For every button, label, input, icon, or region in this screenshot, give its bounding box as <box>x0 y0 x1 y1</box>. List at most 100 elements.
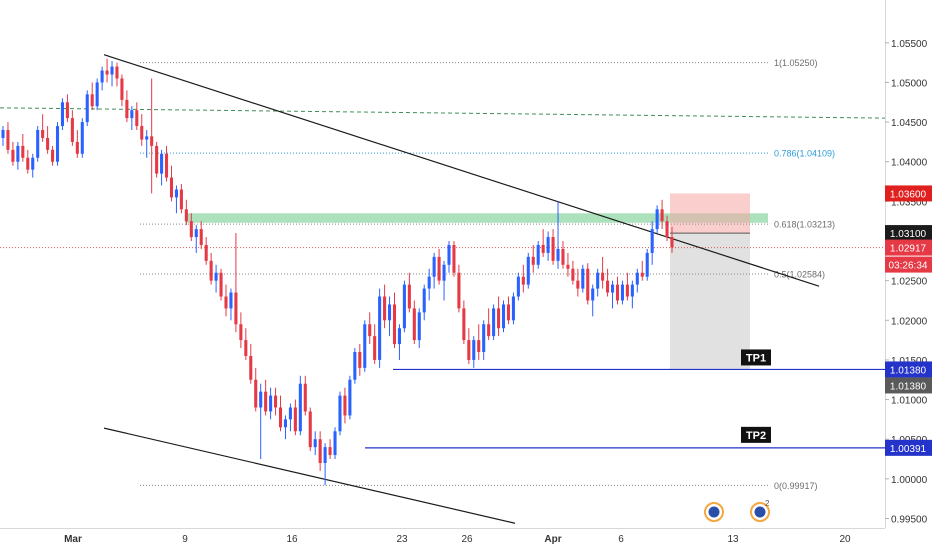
candle-body <box>447 244 451 265</box>
candle <box>511 292 515 325</box>
candle <box>298 375 302 436</box>
candle-body <box>511 296 515 321</box>
candle-body <box>363 324 367 368</box>
candle <box>373 324 377 364</box>
candle <box>75 130 79 158</box>
candle-body <box>328 447 332 456</box>
candle <box>492 304 496 341</box>
candle <box>392 292 397 349</box>
time-tick-label: 13 <box>727 534 739 545</box>
candle <box>323 443 327 486</box>
candle <box>581 264 585 293</box>
candle-body <box>274 395 278 408</box>
candle <box>264 379 268 416</box>
candle-body <box>501 304 506 329</box>
stop-loss-zone <box>670 193 750 234</box>
candle-body <box>541 244 545 253</box>
candle-body <box>521 276 525 285</box>
candle-body <box>630 284 634 297</box>
stop-loss-tag-text: 1.03600 <box>890 189 927 200</box>
candle-body <box>467 340 471 360</box>
events-icon-group[interactable]: 2 <box>750 499 770 522</box>
candle <box>655 205 659 234</box>
candle <box>204 237 208 265</box>
candle <box>288 403 292 432</box>
candle-body <box>269 395 273 412</box>
current-price-tag-text: 1.02917 <box>890 244 927 255</box>
candle <box>1 126 5 146</box>
candle <box>615 276 620 305</box>
candle <box>650 221 654 265</box>
price-tick-label: 1.05000 <box>891 78 928 89</box>
zones-layer <box>185 193 768 370</box>
candle <box>234 233 238 333</box>
candle-body <box>373 336 377 360</box>
candle-body <box>606 280 610 293</box>
candle <box>561 241 565 269</box>
stop-loss-tag <box>885 185 932 202</box>
price-tick-label: 0.99500 <box>891 514 928 525</box>
time-axis[interactable]: Mar 9 16 23 26 Apr 6 13 20 <box>64 534 851 545</box>
candle <box>254 367 258 412</box>
tp-label-box <box>741 349 771 366</box>
candle <box>105 58 109 83</box>
candle-body <box>100 70 104 83</box>
candle <box>397 324 401 360</box>
candle-body <box>422 288 426 313</box>
tp1-tag <box>885 361 932 378</box>
candle <box>601 256 605 289</box>
time-tick-label: 6 <box>618 534 624 545</box>
candle-body <box>95 82 99 107</box>
candle <box>95 78 99 111</box>
candle <box>546 231 550 261</box>
candle <box>477 324 481 360</box>
candle-body <box>46 137 50 150</box>
candle-body <box>90 94 94 107</box>
candle-body <box>164 153 169 178</box>
candle-body <box>516 276 520 297</box>
candle-body <box>472 340 476 360</box>
candle-body <box>16 145 20 162</box>
candles-layer <box>1 58 674 486</box>
trendlines-layer <box>0 54 886 524</box>
candle <box>576 268 580 297</box>
candle <box>462 300 466 345</box>
candle-body <box>670 237 674 248</box>
candle-body <box>51 149 55 162</box>
fib-level-label: 0.618(1.03213) <box>774 220 835 230</box>
candle-body <box>249 355 253 380</box>
candle <box>46 126 50 154</box>
candle-body <box>70 118 74 142</box>
candle <box>6 122 10 154</box>
candle-body <box>452 244 456 273</box>
candle <box>85 90 89 127</box>
candle <box>412 300 416 345</box>
time-tick-label: 20 <box>839 534 851 545</box>
candle-body <box>387 304 392 321</box>
price-tick-label: 1.00000 <box>891 475 928 486</box>
countdown-tag-text: 03:26:34 <box>889 261 928 272</box>
candle <box>402 280 406 333</box>
candle-body <box>402 284 406 329</box>
candle <box>135 102 139 131</box>
candle <box>209 252 213 285</box>
candle <box>620 280 624 305</box>
candle-body <box>348 379 352 416</box>
candle <box>269 387 273 420</box>
candle-body <box>432 256 436 277</box>
candle <box>422 284 426 321</box>
candle <box>313 431 317 456</box>
candle <box>308 407 312 452</box>
candle <box>169 165 174 202</box>
candle-body <box>130 110 134 119</box>
event-icon[interactable] <box>704 502 724 522</box>
candle-body <box>214 272 218 281</box>
candle-body <box>1 130 5 138</box>
candle <box>606 268 610 297</box>
candle <box>303 375 307 416</box>
candle <box>31 153 35 178</box>
candle <box>506 296 511 325</box>
candle-body <box>551 237 555 261</box>
candle <box>179 183 183 214</box>
candle <box>551 229 555 265</box>
